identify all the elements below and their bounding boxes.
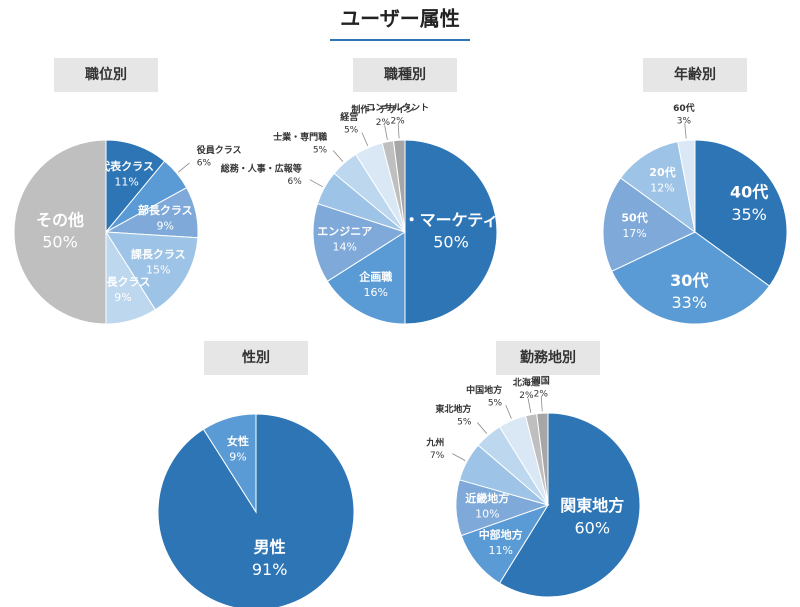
leader-line xyxy=(477,422,488,434)
pie-slice xyxy=(404,139,498,325)
slice-value: 50% xyxy=(433,233,469,252)
slice-label: 制作・デザイン xyxy=(351,104,414,116)
slice-value: 14% xyxy=(333,240,357,253)
leader-line xyxy=(332,150,344,162)
leader-line xyxy=(505,404,512,419)
slice-value: 11% xyxy=(488,544,512,557)
panel-title: 職位別 xyxy=(85,66,127,83)
pie-slice xyxy=(312,202,407,282)
leader-line xyxy=(397,123,400,139)
slice-label: 企画職 xyxy=(358,270,392,284)
slice-label: 代表クラス xyxy=(98,159,154,173)
slice-label: 係長クラス xyxy=(96,275,151,289)
pie-slice xyxy=(326,231,406,325)
slice-value: 9% xyxy=(157,219,174,232)
slice-value: 7% xyxy=(430,451,445,461)
slice-label: 50代 xyxy=(621,211,647,225)
pie-slice xyxy=(619,141,696,234)
panel-title: 職種別 xyxy=(384,66,426,83)
slice-label: 営業・マーケティング xyxy=(372,210,531,229)
slice-label: 東北地方 xyxy=(435,403,471,415)
pie-slice xyxy=(694,139,788,287)
slice-value: 2% xyxy=(534,389,549,399)
slice-label: 近畿地方 xyxy=(465,491,509,505)
slice-value: 50% xyxy=(42,233,78,252)
leader-line xyxy=(361,132,369,147)
slice-label: 関東地方 xyxy=(560,496,624,515)
slice-label: 九州 xyxy=(425,436,444,448)
pie-slice xyxy=(105,231,199,311)
leader-line xyxy=(452,453,466,461)
slice-value: 6% xyxy=(197,159,212,169)
slice-label: コンサルタント xyxy=(366,102,429,114)
slice-value: 33% xyxy=(672,293,708,312)
slice-value: 2% xyxy=(376,118,391,128)
slice-label: 40代 xyxy=(730,183,768,202)
slice-label: その他 xyxy=(36,210,84,229)
slice-label: 士業・専門職 xyxy=(273,131,327,143)
slice-label: 四国 xyxy=(532,376,550,387)
panel-title-box xyxy=(353,58,457,92)
slice-value: 3% xyxy=(677,117,692,127)
slice-label: 経営 xyxy=(340,111,358,123)
slice-value: 9% xyxy=(229,451,246,464)
slice-label: 部長クラス xyxy=(138,203,193,217)
slice-label: 20代 xyxy=(649,165,675,179)
main-title: ユーザー属性 xyxy=(340,7,460,31)
leader-line xyxy=(178,162,190,173)
slice-value: 5% xyxy=(344,126,359,136)
panel-title: 勤務地別 xyxy=(520,349,576,366)
slice-value: 5% xyxy=(488,398,503,408)
leader-line xyxy=(540,396,543,412)
slice-label: 男性 xyxy=(254,537,286,556)
slice-value: 2% xyxy=(519,391,534,401)
slice-value: 2% xyxy=(390,116,405,126)
leader-line xyxy=(309,179,323,188)
slice-value: 17% xyxy=(622,227,646,240)
slice-value: 11% xyxy=(114,176,138,189)
panel-title-box xyxy=(204,341,308,375)
pie-slice xyxy=(392,139,406,233)
panel-title: 性別 xyxy=(242,349,270,366)
pie-slice xyxy=(677,139,696,233)
pie-slice xyxy=(498,412,641,598)
slice-label: 女性 xyxy=(227,434,249,448)
slice-label: 60代 xyxy=(673,102,695,114)
slice-label: 北海道 xyxy=(513,376,540,388)
slice-value: 60% xyxy=(574,518,610,537)
panel-title: 年齢別 xyxy=(674,66,716,83)
leader-line xyxy=(527,398,532,413)
panel-title-box xyxy=(54,58,158,92)
slice-value: 5% xyxy=(457,417,472,427)
slice-value: 91% xyxy=(252,560,288,579)
leader-line xyxy=(684,123,687,139)
slice-label: 中部地方 xyxy=(479,527,523,541)
slice-label: 役員クラス xyxy=(196,144,242,156)
slice-label: 総務・人事・広報等 xyxy=(221,162,302,174)
slice-value: 35% xyxy=(731,205,767,224)
pie-slice xyxy=(611,231,771,325)
panel-title-box xyxy=(496,341,600,375)
pie-slice xyxy=(202,413,257,514)
slice-value: 12% xyxy=(650,181,674,194)
slice-label: 中国地方 xyxy=(466,384,502,396)
leader-line xyxy=(384,125,388,140)
pie-slice xyxy=(536,412,549,506)
slice-value: 9% xyxy=(114,291,131,304)
slice-value: 16% xyxy=(364,286,388,299)
slice-label: 30代 xyxy=(670,271,708,290)
slice-value: 5% xyxy=(313,145,328,155)
pie-slice xyxy=(13,139,107,325)
slice-value: 6% xyxy=(288,177,303,187)
pie-slice xyxy=(157,413,355,607)
slice-label: 課長クラス xyxy=(131,247,186,261)
pie-slice xyxy=(602,177,696,272)
slice-value: 15% xyxy=(146,264,170,277)
slice-label: エンジニア xyxy=(317,225,372,238)
slice-value: 10% xyxy=(475,508,499,521)
panel-title-box xyxy=(643,58,747,92)
